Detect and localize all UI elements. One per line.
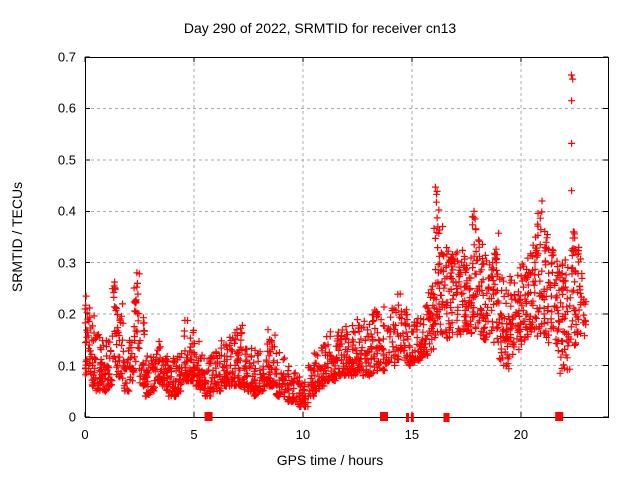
y-tick-label: 0.6	[57, 100, 76, 116]
axis-gap-square-marker	[379, 412, 388, 421]
x-tick-label: 0	[81, 427, 89, 442]
y-tick-label: 0.7	[57, 49, 76, 65]
x-tick-label: 10	[295, 427, 311, 442]
x-tick-label: 20	[513, 427, 529, 442]
axis-gap-bar-marker	[410, 413, 414, 422]
y-tick-label: 0.1	[57, 358, 76, 374]
axis-gap-bar-marker	[443, 413, 447, 422]
data-points	[81, 71, 590, 411]
chart-title: Day 290 of 2022, SRMTID for receiver cn1…	[183, 20, 457, 36]
axis-gap-square-marker	[204, 412, 213, 421]
x-tick-label: 15	[404, 427, 420, 442]
grid-lines	[85, 57, 608, 417]
x-tick-label: 5	[190, 427, 198, 442]
axis-gap-square-marker	[555, 412, 564, 421]
y-tick-label: 0.2	[57, 306, 76, 322]
x-axis-label: GPS time / hours	[276, 452, 384, 468]
y-tick-label: 0.4	[57, 203, 76, 219]
y-tick-label: 0.3	[57, 255, 76, 271]
y-axis-label: SRMTID / TECUs	[9, 181, 25, 293]
plot-border	[85, 57, 609, 418]
y-tick-label: 0	[68, 409, 76, 425]
axis-gap-bar-marker	[406, 413, 410, 422]
y-tick-label: 0.5	[57, 152, 76, 168]
axis-gap-bar-marker	[446, 413, 450, 422]
